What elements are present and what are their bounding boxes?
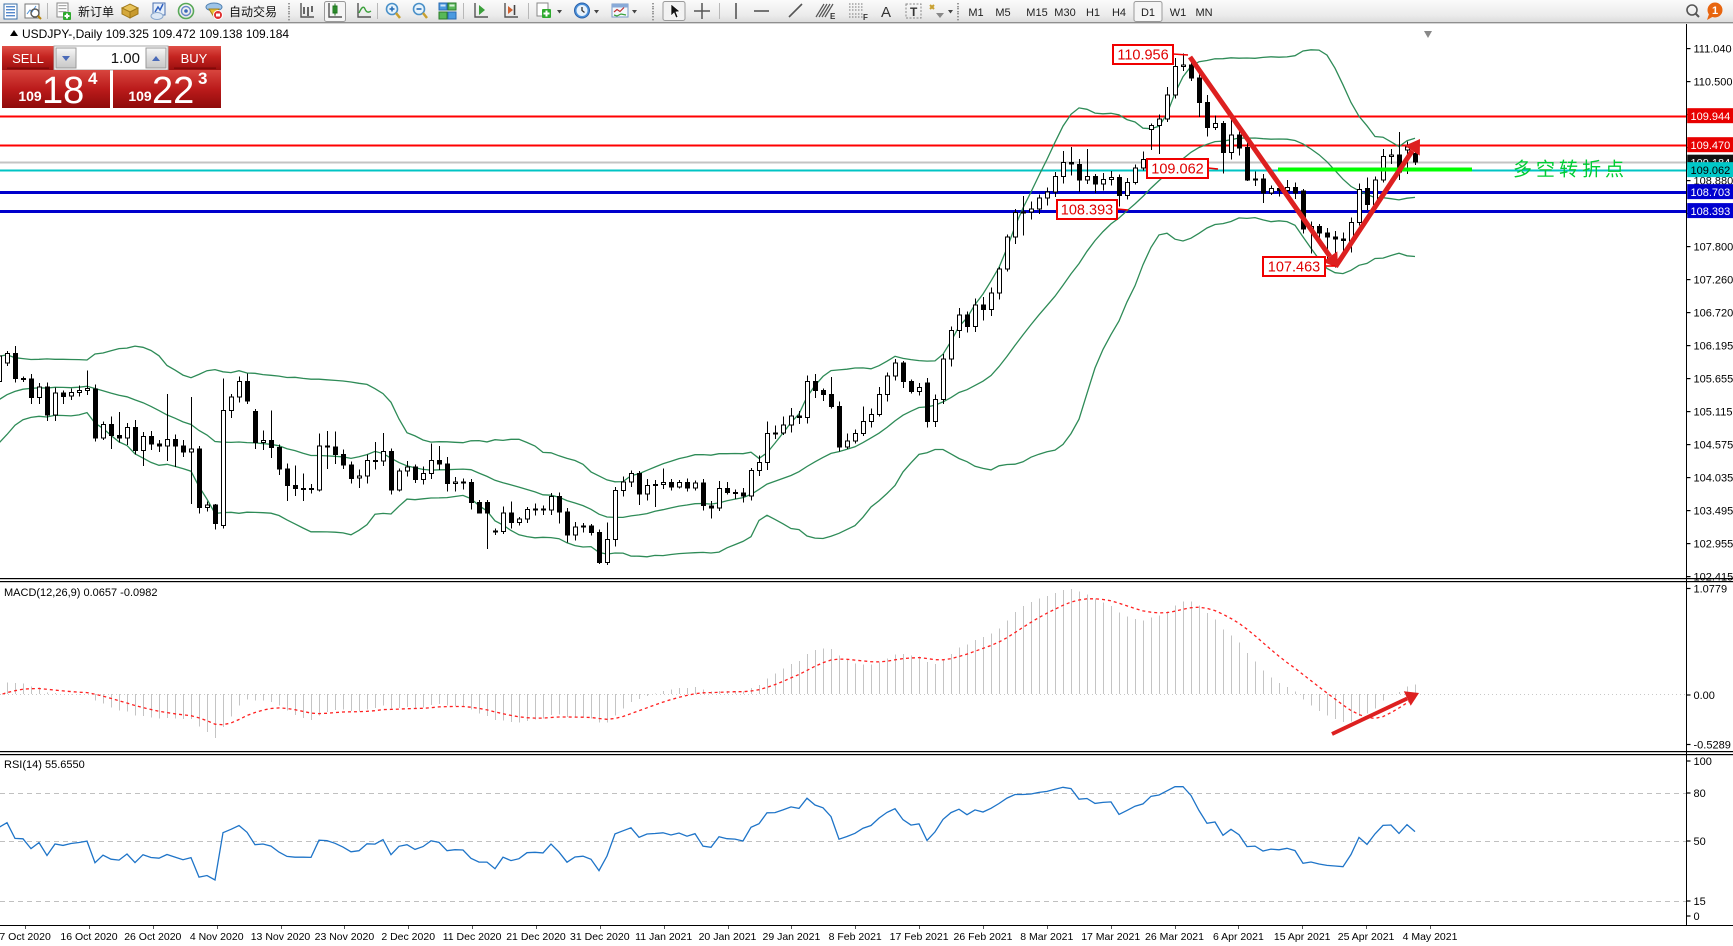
svg-text:M30: M30 [1054,7,1075,19]
svg-text:13 Nov 2020: 13 Nov 2020 [251,931,311,943]
svg-text:107.260: 107.260 [1694,275,1733,287]
svg-text:109: 109 [18,88,42,104]
svg-text:105.655: 105.655 [1694,374,1733,386]
svg-text:8 Mar 2021: 8 Mar 2021 [1020,931,1073,943]
svg-text:109: 109 [128,88,152,104]
svg-text:80: 80 [1694,788,1706,800]
svg-text:100: 100 [1694,756,1712,768]
svg-text:50: 50 [1694,836,1706,848]
svg-text:26 Mar 2021: 26 Mar 2021 [1145,931,1204,943]
svg-text:17 Feb 2021: 17 Feb 2021 [890,931,949,943]
svg-text:104.035: 104.035 [1694,473,1733,485]
svg-text:BUY: BUY [181,51,208,66]
svg-text:M1: M1 [968,7,983,19]
svg-text:多空转折点: 多空转折点 [1513,159,1628,181]
svg-text:M5: M5 [995,7,1010,19]
svg-text:21 Dec 2020: 21 Dec 2020 [506,931,566,943]
svg-text:107.463: 107.463 [1268,260,1320,276]
svg-text:7 Oct 2020: 7 Oct 2020 [0,931,51,943]
svg-text:1.00: 1.00 [111,50,140,67]
svg-text:23 Nov 2020: 23 Nov 2020 [315,931,375,943]
svg-text:USDJPY-,Daily 109.325 109.472: USDJPY-,Daily 109.325 109.472 109.138 10… [22,27,289,41]
svg-text:新订单: 新订单 [78,4,114,19]
svg-text:105.115: 105.115 [1694,407,1733,419]
svg-text:15: 15 [1694,896,1706,908]
svg-text:110.956: 110.956 [1117,48,1168,64]
svg-text:18: 18 [42,70,84,112]
svg-text:20 Jan 2021: 20 Jan 2021 [699,931,757,943]
svg-text:108.393: 108.393 [1691,206,1731,218]
svg-text:D1: D1 [1141,7,1155,19]
svg-text:T: T [910,5,918,19]
svg-text:31 Dec 2020: 31 Dec 2020 [570,931,630,943]
svg-text:-0.5289: -0.5289 [1694,740,1731,752]
svg-text:102.955: 102.955 [1694,539,1733,551]
svg-text:15 Apr 2021: 15 Apr 2021 [1274,931,1331,943]
svg-text:M15: M15 [1026,7,1047,19]
svg-text:W1: W1 [1170,7,1187,19]
svg-text:109.062: 109.062 [1151,162,1203,178]
svg-text:8 Feb 2021: 8 Feb 2021 [829,931,882,943]
svg-text:106.720: 106.720 [1694,308,1733,320]
svg-text:1.0779: 1.0779 [1694,584,1728,596]
svg-text:108.703: 108.703 [1691,187,1731,199]
svg-text:11 Jan 2021: 11 Jan 2021 [635,931,692,943]
svg-text:11 Dec 2020: 11 Dec 2020 [443,931,502,943]
svg-text:E: E [830,12,836,21]
svg-text:SELL: SELL [12,51,44,66]
svg-text:29 Jan 2021: 29 Jan 2021 [762,931,820,943]
svg-text:109.944: 109.944 [1691,111,1731,123]
svg-text:22: 22 [152,70,194,112]
svg-text:A: A [881,4,891,21]
svg-text:4: 4 [88,69,98,88]
svg-text:111.040: 111.040 [1694,44,1732,56]
svg-text:F: F [863,13,868,22]
svg-text:107.800: 107.800 [1694,242,1733,254]
svg-text:0.00: 0.00 [1694,690,1715,702]
svg-text:自动交易: 自动交易 [229,4,277,19]
svg-text:MN: MN [1195,7,1212,19]
svg-text:H4: H4 [1112,7,1126,19]
svg-text:3: 3 [198,69,207,88]
svg-text:17 Mar 2021: 17 Mar 2021 [1081,931,1140,943]
svg-text:0: 0 [1694,911,1700,923]
svg-text:4 May 2021: 4 May 2021 [1403,931,1458,943]
svg-text:26 Feb 2021: 26 Feb 2021 [954,931,1013,943]
svg-text:6 Apr 2021: 6 Apr 2021 [1213,931,1264,943]
svg-text:103.495: 103.495 [1694,506,1733,518]
svg-text:2 Dec 2020: 2 Dec 2020 [381,931,435,943]
svg-text:109.062: 109.062 [1691,165,1731,177]
svg-text:108.393: 108.393 [1061,203,1113,219]
svg-text:4 Nov 2020: 4 Nov 2020 [190,931,244,943]
svg-text:110.500: 110.500 [1694,77,1733,89]
svg-text:104.575: 104.575 [1694,440,1733,452]
svg-text:1: 1 [1712,5,1718,17]
svg-text:106.195: 106.195 [1694,341,1733,353]
svg-text:H1: H1 [1086,7,1100,19]
svg-text:16 Oct 2020: 16 Oct 2020 [60,931,117,943]
svg-text:RSI(14) 55.6550: RSI(14) 55.6550 [4,759,85,771]
svg-text:25 Apr 2021: 25 Apr 2021 [1338,931,1395,943]
svg-text:26 Oct 2020: 26 Oct 2020 [124,931,181,943]
svg-text:MACD(12,26,9) 0.0657 -0.0982: MACD(12,26,9) 0.0657 -0.0982 [4,587,157,599]
svg-text:102.415: 102.415 [1694,572,1733,584]
svg-text:109.470: 109.470 [1691,140,1731,152]
